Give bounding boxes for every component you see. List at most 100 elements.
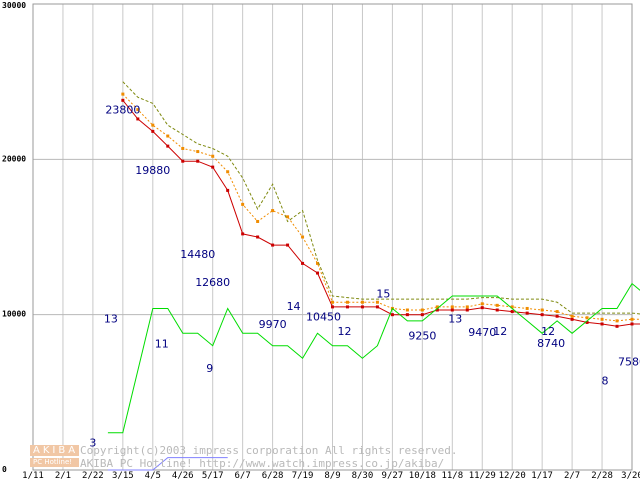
data-point: [405, 313, 409, 317]
x-tick-label: 3/20: [621, 471, 640, 480]
data-point: [301, 235, 305, 239]
data-label: 9970: [259, 318, 287, 331]
data-point: [271, 243, 275, 247]
data-label: 13: [104, 312, 118, 325]
x-tick-label: 6/28: [262, 471, 284, 480]
x-tick-label: 5/17: [202, 471, 224, 480]
data-point: [136, 108, 140, 112]
data-point: [480, 306, 484, 310]
x-tick-label: 1/11: [22, 471, 44, 480]
data-point: [510, 305, 514, 309]
data-point: [241, 202, 245, 206]
data-label: 9470: [468, 326, 496, 339]
data-label: 8: [602, 375, 609, 388]
data-point: [345, 305, 349, 309]
data-point: [181, 146, 185, 150]
data-point: [570, 317, 574, 321]
data-point: [196, 150, 200, 154]
data-label: 3: [89, 437, 96, 450]
data-point: [615, 319, 619, 323]
y-tick-label: 30000: [2, 1, 26, 10]
data-label: 12: [541, 325, 555, 338]
data-label: 14480: [180, 248, 215, 261]
data-label: 9250: [408, 329, 436, 342]
data-label: 14: [287, 300, 301, 313]
data-point: [196, 159, 200, 163]
data-point: [166, 144, 170, 148]
x-tick-label: 11/29: [469, 471, 496, 480]
x-tick-label: 8/30: [352, 471, 374, 480]
data-point: [181, 159, 185, 163]
data-label: 12680: [195, 276, 230, 289]
data-point: [151, 123, 155, 127]
x-tick-label: 7/19: [292, 471, 314, 480]
data-point: [555, 314, 559, 318]
data-point: [435, 305, 439, 309]
data-point: [166, 134, 170, 138]
data-point: [585, 316, 589, 320]
data-point: [405, 308, 409, 312]
data-label: 13: [448, 312, 462, 325]
y-tick-label: 10000: [2, 310, 26, 319]
y-tick-label: 0: [2, 465, 7, 474]
data-point: [525, 311, 529, 315]
data-point: [600, 317, 604, 321]
data-point: [121, 92, 125, 96]
x-tick-label: 8/9: [324, 471, 340, 480]
x-tick-label: 2/28: [591, 471, 613, 480]
data-point: [420, 308, 424, 312]
x-tick-label: 2/7: [564, 471, 580, 480]
data-point: [316, 261, 320, 265]
x-tick-label: 10/18: [409, 471, 436, 480]
data-point: [286, 243, 290, 247]
data-point: [555, 310, 559, 314]
data-point: [211, 154, 215, 158]
data-point: [331, 300, 334, 304]
data-point: [480, 302, 484, 306]
data-label: 12: [493, 325, 507, 338]
x-tick-label: 6/7: [235, 471, 251, 480]
data-label: 10450: [306, 311, 341, 324]
series-group: [107, 81, 640, 471]
data-point: [241, 232, 245, 236]
data-point: [495, 308, 499, 312]
data-point: [540, 313, 544, 317]
data-point: [390, 313, 394, 317]
data-point: [615, 324, 619, 328]
y-tick-label: 20000: [2, 154, 26, 163]
data-point: [271, 209, 275, 213]
data-label: 12: [337, 325, 351, 338]
data-point: [136, 117, 140, 121]
data-point: [420, 313, 424, 317]
x-tick-label: 4/5: [145, 471, 161, 480]
x-tick-label: 2/1: [55, 471, 71, 480]
data-point: [630, 322, 634, 326]
grid-lines: [32, 3, 633, 471]
data-point: [256, 219, 260, 223]
data-label: 7580: [618, 355, 640, 368]
data-point: [360, 300, 364, 304]
data-point: [450, 305, 454, 309]
plot-frame: [32, 3, 633, 471]
series-line-1: [122, 93, 640, 322]
x-tick-label: 12/20: [499, 471, 526, 480]
x-tick-label: 2/22: [82, 471, 104, 480]
x-tick-label: 1/17: [531, 471, 553, 480]
data-label: 15: [376, 288, 390, 301]
data-label: 19880: [135, 164, 170, 177]
series-line-3: [107, 282, 640, 434]
data-point: [121, 98, 125, 102]
data-point: [630, 317, 634, 321]
data-point: [301, 261, 305, 265]
data-point: [286, 215, 290, 219]
data-point: [585, 320, 589, 324]
x-tick-label: 9/27: [382, 471, 404, 480]
data-label: 23800: [105, 103, 140, 116]
x-tick-label: 3/15: [112, 471, 134, 480]
data-point: [331, 305, 334, 309]
data-label: 8740: [537, 337, 565, 350]
data-point: [226, 170, 230, 174]
data-point: [211, 165, 215, 169]
